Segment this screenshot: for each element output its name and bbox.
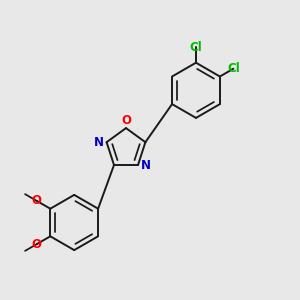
Text: Cl: Cl	[227, 62, 240, 75]
Text: N: N	[140, 158, 150, 172]
Text: O: O	[32, 194, 42, 207]
Text: Cl: Cl	[190, 40, 202, 54]
Text: O: O	[32, 238, 42, 250]
Text: O: O	[121, 114, 131, 127]
Text: N: N	[94, 136, 104, 149]
